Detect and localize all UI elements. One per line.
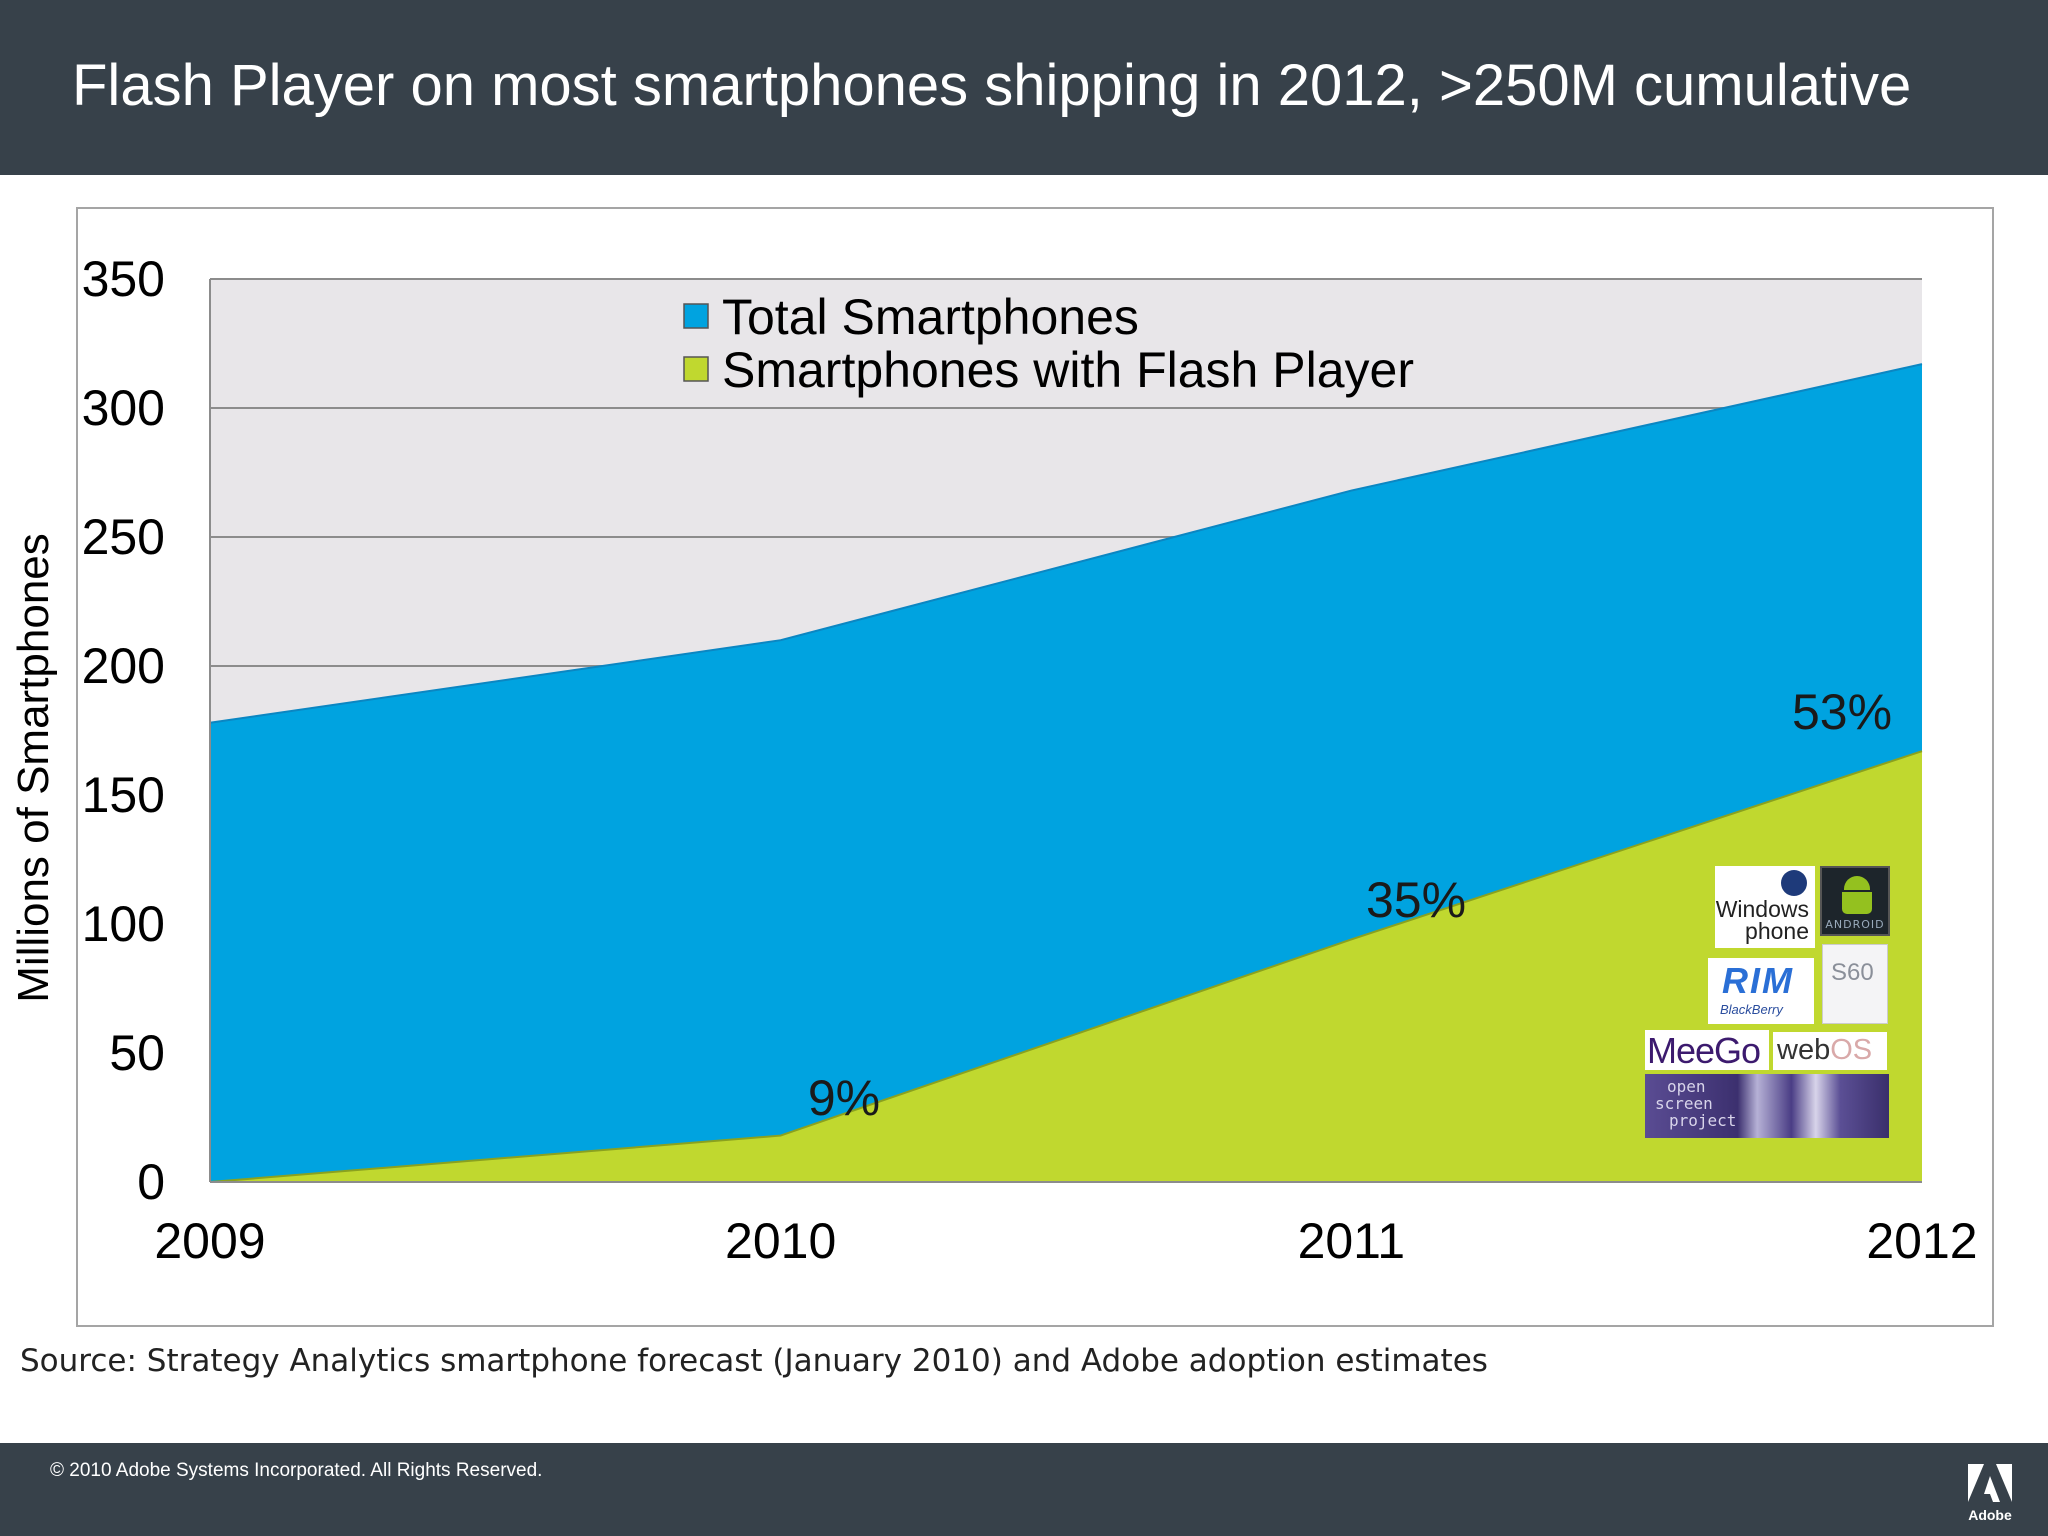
meego-label: MeeGo	[1647, 1030, 1761, 1070]
x-tick-label: 2012	[1866, 1213, 1977, 1269]
adobe-logo: Adobe	[1968, 1464, 2012, 1523]
series-edge-1	[209, 363, 1923, 724]
y-tick-label: 150	[82, 767, 165, 823]
y-axis-title: Millions of Smartphones	[9, 533, 58, 1003]
legend-label: Total Smartphones	[722, 289, 1139, 345]
s60-logo: S60	[1822, 944, 1888, 1024]
data-labels: 9% 35% 53%	[808, 684, 1892, 1126]
rim-label: RIM	[1722, 960, 1794, 1001]
axes	[209, 279, 1922, 1183]
x-tick-label: 2011	[1298, 1213, 1406, 1269]
slide-title: Flash Player on most smartphones shippin…	[72, 53, 1912, 118]
percent-label: 53%	[1792, 684, 1892, 740]
webos-logo: webOS	[1773, 1032, 1887, 1070]
windows-flag-icon	[1781, 870, 1807, 896]
y-tick-label: 300	[82, 380, 165, 436]
percent-label: 9%	[808, 1070, 880, 1126]
legend-label: Smartphones with Flash Player	[722, 342, 1414, 398]
footer-bar	[0, 1443, 2048, 1536]
adobe-logo-text: Adobe	[1968, 1507, 2012, 1523]
y-tick-label: 350	[82, 251, 165, 307]
windows-phone-logo: Windows phone	[1715, 866, 1815, 948]
title-bar: Flash Player on most smartphones shippin…	[0, 0, 2048, 175]
x-tick-label: 2009	[154, 1213, 265, 1269]
open-screen-project-logo: open screen project	[1645, 1074, 1889, 1138]
series-areas	[209, 363, 1923, 1183]
legend-swatch	[683, 356, 709, 382]
legend-swatch	[683, 303, 709, 329]
percent-label: 35%	[1366, 872, 1466, 928]
android-label: ANDROID	[1825, 918, 1885, 931]
webos-label: webOS	[1777, 1034, 1873, 1066]
open-screen-project-label: open screen project	[1655, 1077, 1737, 1130]
blackberry-label: BlackBerry	[1720, 1002, 1783, 1017]
y-tick-label: 50	[109, 1025, 165, 1081]
tick-labels: 0 50 100 150 200 250 300 350 2009 2010 2011 2012	[82, 251, 1978, 1269]
series-edge-2	[209, 750, 1923, 1183]
series-area-2	[210, 751, 1922, 1182]
meego-logo: MeeGo	[1645, 1030, 1769, 1070]
y-tick-label: 100	[82, 896, 165, 952]
android-robot-body	[1842, 892, 1872, 914]
windows-phone-label: Windows phone	[1715, 896, 1809, 944]
y-tick-label: 0	[137, 1154, 165, 1210]
rim-blackberry-logo: RIM BlackBerry	[1708, 958, 1814, 1024]
s60-label: S60	[1831, 959, 1874, 986]
copyright-text: © 2010 Adobe Systems Incorporated. All R…	[50, 1460, 543, 1481]
y-tick-label: 200	[82, 638, 165, 694]
y-tick-label: 250	[82, 509, 165, 565]
x-tick-label: 2010	[725, 1213, 836, 1269]
source-note: Source: Strategy Analytics smartphone fo…	[20, 1343, 1488, 1379]
android-robot-icon	[1844, 876, 1870, 890]
android-logo: ANDROID	[1820, 866, 1890, 936]
